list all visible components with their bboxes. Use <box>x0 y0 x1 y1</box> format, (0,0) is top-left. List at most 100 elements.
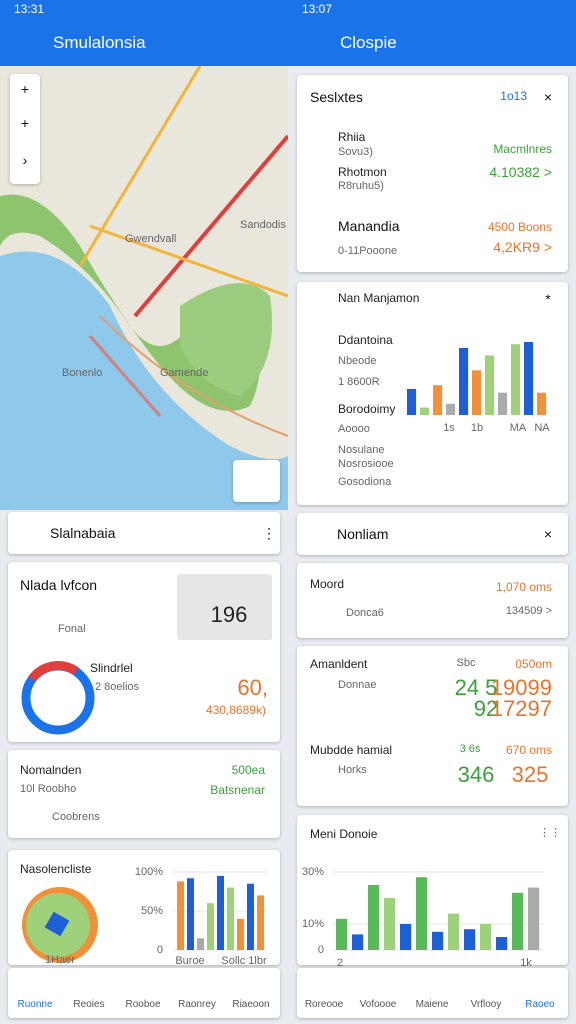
label: 050om <box>515 657 552 671</box>
label: × <box>543 526 553 542</box>
card <box>8 512 280 554</box>
label: ⋮⋮ <box>539 827 561 839</box>
bar <box>197 938 204 950</box>
bar <box>472 370 482 415</box>
nav-item[interactable]: Ruonne <box>17 999 53 1010</box>
bar <box>368 885 380 950</box>
bar <box>498 392 508 415</box>
bar <box>446 403 456 415</box>
map-search[interactable] <box>233 460 280 502</box>
label: Gwendvall <box>125 233 177 245</box>
y-tick-label: 10% <box>301 918 324 930</box>
bar <box>528 887 540 950</box>
card <box>297 75 568 272</box>
label: 134509 > <box>505 605 552 617</box>
label: 1b <box>470 422 484 434</box>
label: Macmlnres <box>493 142 552 156</box>
nav-item[interactable]: Rooboe <box>125 999 161 1010</box>
label: 325 <box>511 762 549 787</box>
label: Aoooo <box>338 423 370 435</box>
bar <box>524 342 534 415</box>
label: 4.10382 > <box>489 164 552 180</box>
right-appbar <box>288 0 576 66</box>
bar <box>407 388 417 415</box>
label: 1o13 <box>500 89 527 103</box>
label: + <box>20 81 30 97</box>
label: Horks <box>338 764 367 776</box>
bar <box>384 898 396 950</box>
label: 60, <box>237 675 268 700</box>
label: Rhiia <box>338 130 366 144</box>
bar <box>448 913 460 950</box>
label: Smulalonsia <box>53 33 146 52</box>
bottom-nav <box>8 968 280 1018</box>
bar <box>459 347 469 415</box>
bar <box>187 878 194 950</box>
nav-item[interactable]: Roreooe <box>304 999 344 1010</box>
label: 1 8600R <box>338 376 380 388</box>
label: MA <box>509 422 527 434</box>
label: 19099 <box>490 675 552 700</box>
label: 430,8689k) <box>205 703 266 717</box>
label: 2 8oelios <box>95 681 140 693</box>
bar <box>336 918 348 950</box>
label: Seslxtes <box>310 89 363 105</box>
label: Sovu3) <box>338 146 373 158</box>
label: Nosrosiooe <box>338 458 394 470</box>
label: * <box>545 291 551 307</box>
label: Borodoimy <box>338 402 396 416</box>
label: Mubdde hamial <box>310 743 393 757</box>
nav-item[interactable]: Reoies <box>73 999 105 1010</box>
nav-item[interactable]: Vofoooe <box>359 999 397 1010</box>
label: 2 <box>336 957 344 969</box>
nav-item[interactable]: Maiene <box>415 999 449 1010</box>
label: 3 6s <box>459 743 481 755</box>
nav-item[interactable]: Riaeoon <box>232 999 270 1010</box>
label: 13:07 <box>302 2 333 16</box>
label: Nosulane <box>338 444 385 456</box>
label: + <box>20 115 30 131</box>
bar <box>227 887 234 950</box>
label: Nan Manjamon <box>338 291 420 305</box>
label: 1Haer <box>45 954 75 966</box>
bar <box>511 344 521 415</box>
y-tick-label: 50% <box>140 905 163 917</box>
label: Gosodiona <box>338 476 392 488</box>
bar <box>400 924 412 950</box>
label: 13:31 <box>14 2 45 16</box>
y-tick-label: 30% <box>301 866 324 878</box>
label: × <box>543 89 553 105</box>
label: 4500 Boons <box>487 220 552 234</box>
label: 17297 <box>490 696 552 721</box>
label: 0-11Pooone <box>338 245 398 257</box>
label: NA <box>534 422 550 434</box>
y-tick-label: 0 <box>317 944 324 956</box>
card <box>297 646 568 806</box>
bar <box>352 934 364 950</box>
nav-item[interactable]: Vrflooy <box>470 999 502 1010</box>
card <box>297 282 568 505</box>
label: 346 <box>457 762 495 787</box>
label: 1s <box>443 422 455 434</box>
label: Nasolencliste <box>20 862 92 876</box>
zoom-controls[interactable] <box>10 74 40 184</box>
label: Ddantoina <box>338 333 393 347</box>
map <box>0 66 288 510</box>
label: Slindrlel <box>90 661 133 675</box>
bar <box>464 929 476 950</box>
y-tick-label: 0 <box>156 944 163 956</box>
label: Sbc <box>456 657 476 669</box>
pie <box>22 887 98 963</box>
bar <box>217 875 224 950</box>
nav-item[interactable]: Raoeo <box>525 999 555 1010</box>
bar <box>480 924 492 950</box>
label: R8ruhu5) <box>338 180 384 192</box>
bar <box>257 895 264 950</box>
label: Clospie <box>340 33 397 52</box>
bar <box>496 937 508 950</box>
nav-item[interactable]: Raonrey <box>178 999 216 1010</box>
card <box>297 513 568 555</box>
label: 24 5 <box>454 675 498 700</box>
label: Nomalnden <box>20 763 82 777</box>
